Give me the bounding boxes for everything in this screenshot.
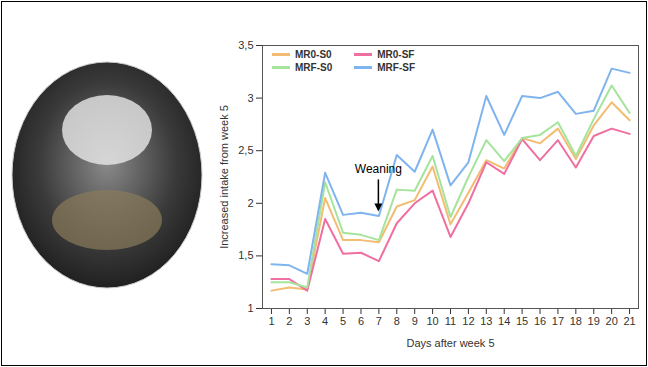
html-text:MR0-S0: MR0-S0 xyxy=(295,49,332,60)
svg-text:Increased intake from week 5: Increased intake from week 5 xyxy=(218,105,230,249)
svg-text:2,5: 2,5 xyxy=(238,144,253,156)
svg-text:18: 18 xyxy=(570,315,582,327)
svg-text:2: 2 xyxy=(247,197,253,209)
svg-text:13: 13 xyxy=(480,315,492,327)
svg-text:15: 15 xyxy=(516,315,528,327)
svg-text:Weaning: Weaning xyxy=(355,162,402,176)
svg-text:3,5: 3,5 xyxy=(238,39,253,51)
svg-text:3: 3 xyxy=(247,92,253,104)
svg-text:5: 5 xyxy=(340,315,346,327)
svg-text:9: 9 xyxy=(412,315,418,327)
svg-text:1: 1 xyxy=(268,315,274,327)
svg-text:19: 19 xyxy=(588,315,600,327)
svg-text:3: 3 xyxy=(304,315,310,327)
svg-text:20: 20 xyxy=(606,315,618,327)
html-text:MR0-SF: MR0-SF xyxy=(377,49,415,60)
svg-text:1: 1 xyxy=(247,302,253,314)
svg-text:4: 4 xyxy=(322,315,328,327)
svg-text:6: 6 xyxy=(358,315,364,327)
svg-text:2: 2 xyxy=(286,315,292,327)
svg-text:10: 10 xyxy=(426,315,438,327)
svg-text:17: 17 xyxy=(552,315,564,327)
svg-text:7: 7 xyxy=(376,315,382,327)
svg-text:21: 21 xyxy=(623,315,635,327)
svg-text:12: 12 xyxy=(462,315,474,327)
html-text:MRF-S0: MRF-S0 xyxy=(295,62,333,73)
svg-text:16: 16 xyxy=(534,315,546,327)
svg-text:1,5: 1,5 xyxy=(238,249,253,261)
svg-text:Days after week 5: Days after week 5 xyxy=(406,337,494,349)
svg-text:14: 14 xyxy=(498,315,510,327)
svg-text:8: 8 xyxy=(394,315,400,327)
svg-text:11: 11 xyxy=(445,315,456,327)
html-text:MRF-SF: MRF-SF xyxy=(377,62,415,73)
